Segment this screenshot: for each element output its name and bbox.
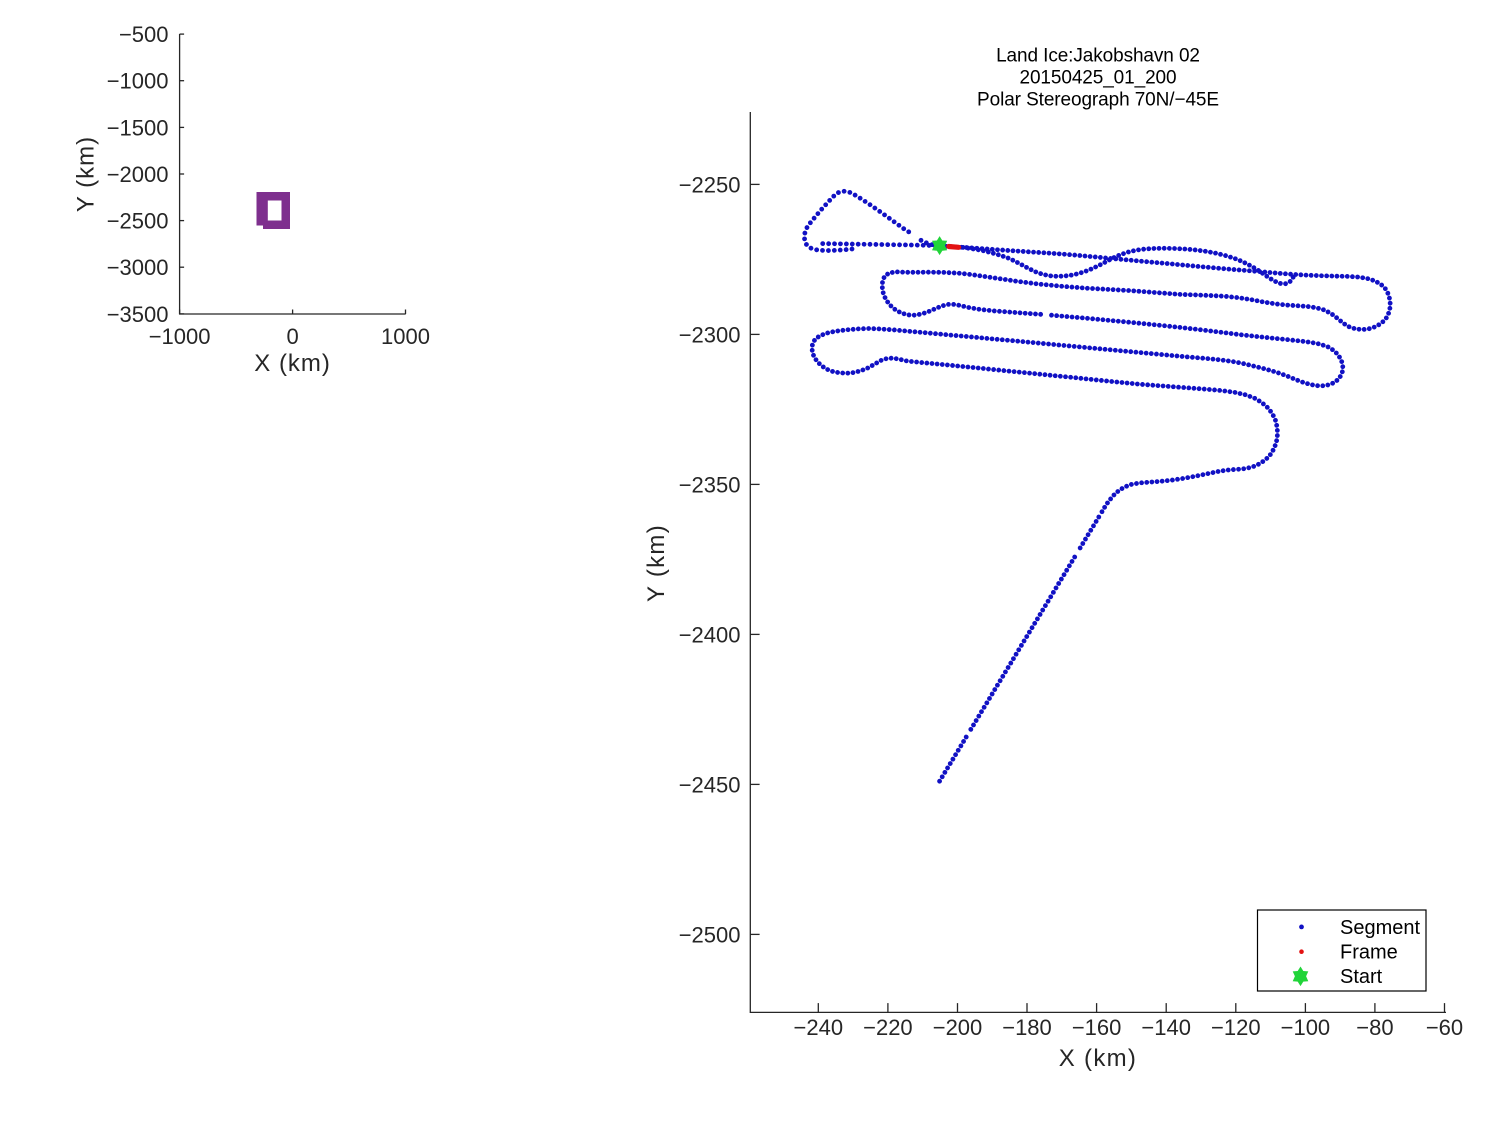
svg-text:−1500: −1500 [107,115,169,140]
svg-text:−2450: −2450 [679,772,741,797]
svg-text:1000: 1000 [381,324,430,349]
svg-text:Segment: Segment [1340,917,1420,939]
svg-text:−2350: −2350 [679,472,741,497]
svg-text:−1000: −1000 [107,69,169,94]
svg-text:−500: −500 [119,22,169,47]
svg-text:X (km): X (km) [1059,1045,1137,1072]
svg-text:Start: Start [1340,966,1383,988]
svg-text:−60: −60 [1426,1015,1463,1040]
svg-text:−180: −180 [1002,1015,1052,1040]
svg-text:−3000: −3000 [107,255,169,280]
svg-text:Y (km): Y (km) [73,136,100,212]
svg-text:−240: −240 [794,1015,844,1040]
svg-text:Y (km): Y (km) [643,524,670,602]
svg-text:−2500: −2500 [107,209,169,234]
svg-text:−3500: −3500 [107,302,169,327]
svg-text:−220: −220 [863,1015,913,1040]
svg-text:−2250: −2250 [679,172,741,197]
svg-text:−1000: −1000 [149,324,211,349]
svg-text:Polar Stereograph 70N/−45E: Polar Stereograph 70N/−45E [977,90,1219,111]
svg-text:−2000: −2000 [107,162,169,187]
svg-text:−140: −140 [1141,1015,1191,1040]
svg-text:Land Ice:Jakobshavn 02: Land Ice:Jakobshavn 02 [996,46,1200,67]
svg-text:−80: −80 [1356,1015,1393,1040]
svg-text:−2400: −2400 [679,622,741,647]
svg-text:−160: −160 [1072,1015,1122,1040]
svg-text:0: 0 [286,324,298,349]
svg-text:20150425_01_200: 20150425_01_200 [1019,68,1176,89]
svg-text:−200: −200 [933,1015,983,1040]
svg-text:−100: −100 [1281,1015,1331,1040]
svg-text:X (km): X (km) [254,350,331,377]
svg-text:−120: −120 [1211,1015,1261,1040]
svg-text:Frame: Frame [1340,941,1398,963]
svg-text:−2300: −2300 [679,322,741,347]
svg-text:−2500: −2500 [679,922,741,947]
